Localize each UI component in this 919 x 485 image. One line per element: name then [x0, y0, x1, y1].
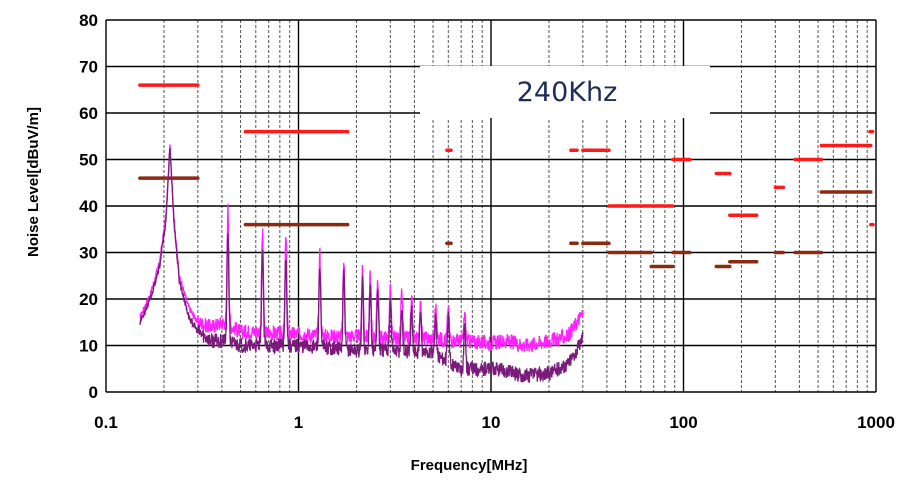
annotation-box	[420, 66, 710, 118]
x-tick-label: 0.1	[94, 413, 118, 432]
y-tick-label: 30	[79, 244, 98, 263]
y-tick-label: 70	[79, 58, 98, 77]
y-tick-label: 40	[79, 197, 98, 216]
annotation-label: 240Khz	[517, 77, 618, 108]
y-tick-label: 60	[79, 104, 98, 123]
x-axis-label: Frequency[MHz]	[411, 457, 528, 474]
average-trace	[139, 148, 584, 383]
y-tick-label: 0	[89, 383, 98, 402]
x-tick-label: 100	[669, 413, 697, 432]
lower-limit-lines	[138, 176, 873, 269]
y-tick-label: 10	[79, 337, 98, 356]
y-tick-labels: 0 10 20 30 40 50 60 70 80	[79, 11, 98, 402]
y-axis-label: Noise Level[dBuV/m]	[25, 107, 42, 257]
major-grid	[105, 19, 877, 393]
x-tick-label: 1	[294, 413, 303, 432]
y-tick-label: 80	[79, 11, 98, 30]
y-tick-label: 50	[79, 151, 98, 170]
x-tick-labels: 0.1 1 10 100 1000	[94, 413, 895, 432]
traces	[139, 144, 584, 383]
x-tick-label: 1000	[857, 413, 895, 432]
upper-limit-lines	[138, 83, 875, 227]
x-tick-label: 10	[482, 413, 501, 432]
y-tick-label: 20	[79, 290, 98, 309]
